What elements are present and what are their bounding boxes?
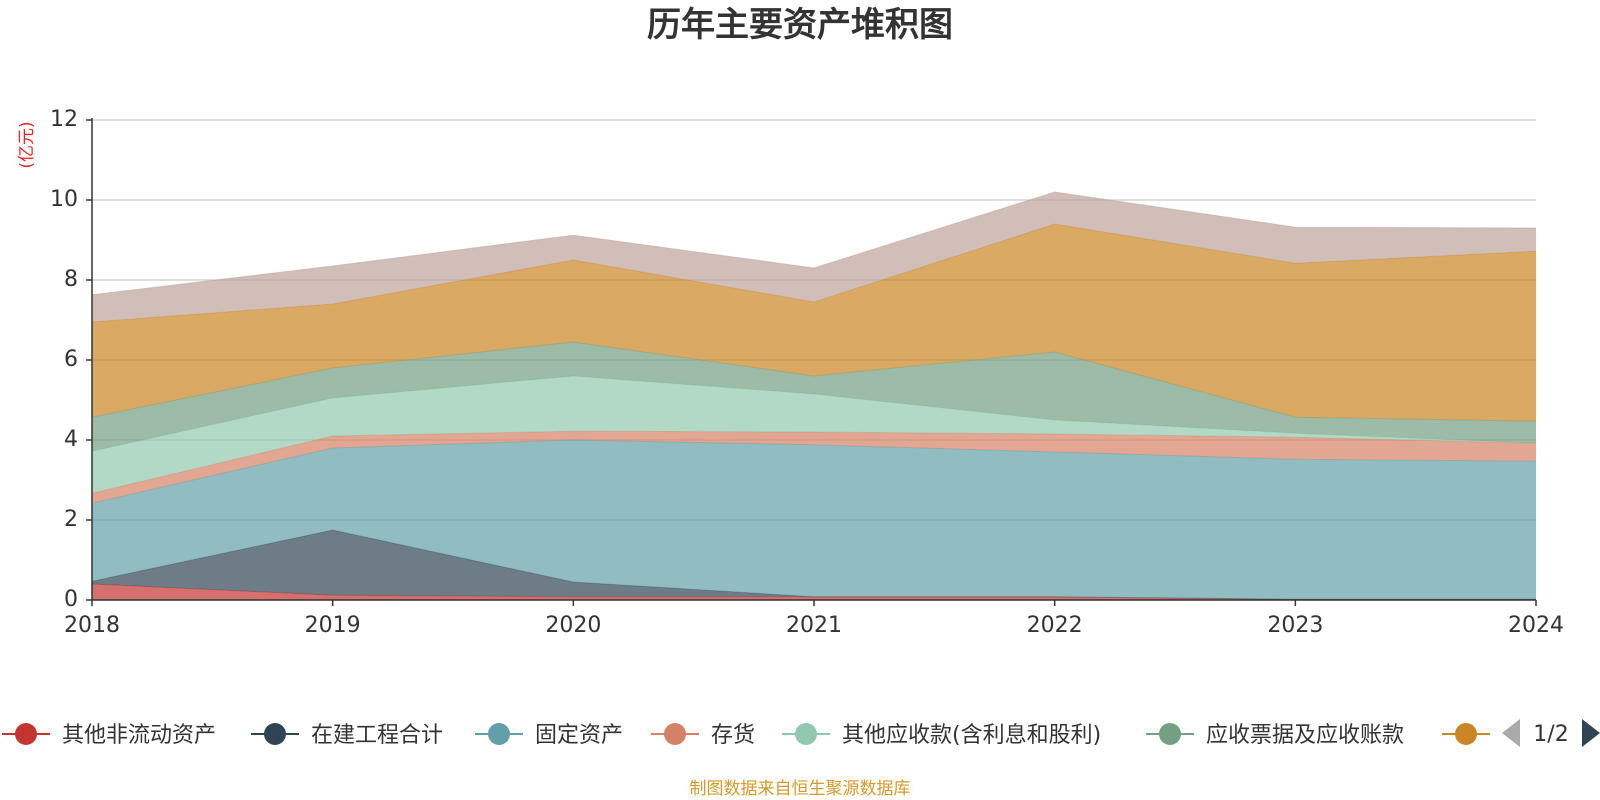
legend-circle-icon xyxy=(264,723,286,745)
legend-label: 应收票据及应收账款 xyxy=(1206,723,1404,748)
legend-circle-icon xyxy=(795,723,817,745)
x-tick-label: 2020 xyxy=(545,613,601,638)
y-tick-label: 10 xyxy=(50,187,78,212)
legend-item[interactable]: 应收票据及应收账款 xyxy=(1146,723,1404,748)
y-tick-label: 2 xyxy=(64,507,78,532)
area-series-5 xyxy=(92,376,1536,494)
area-series-8 xyxy=(92,192,1536,322)
legend-circle-icon xyxy=(664,723,686,745)
y-tick-label: 4 xyxy=(64,427,78,452)
y-tick-label: 12 xyxy=(50,107,78,132)
y-tick-label: 0 xyxy=(64,587,78,612)
legend-item[interactable] xyxy=(1442,723,1490,745)
axes: 0 2 4 6 8 10 12 2018 2019 2020 2021 2022 2023 2024 xyxy=(50,107,1564,638)
legend-next-page-icon[interactable] xyxy=(1582,719,1600,747)
legend-prev-page-icon[interactable] xyxy=(1502,719,1520,747)
x-tick-label: 2019 xyxy=(305,613,361,638)
area-series xyxy=(91,191,1537,600)
x-tick-label: 2018 xyxy=(64,613,120,638)
x-tick-label: 2021 xyxy=(786,613,842,638)
y-axis-unit-label: (亿元) xyxy=(17,121,37,168)
area-series-3 xyxy=(92,440,1536,600)
legend-circle-icon xyxy=(488,723,510,745)
legend-item[interactable]: 其他非流动资产 xyxy=(2,723,216,748)
data-source-note: 制图数据来自恒生聚源数据库 xyxy=(690,779,911,799)
area-series-2 xyxy=(92,530,1536,600)
x-tick-label: 2024 xyxy=(1508,613,1564,638)
legend-label: 在建工程合计 xyxy=(311,723,443,748)
chart-title: 历年主要资产堆积图 xyxy=(647,5,953,45)
legend-label: 存货 xyxy=(711,723,755,748)
legend-item[interactable]: 在建工程合计 xyxy=(251,723,443,748)
area-series-6 xyxy=(92,342,1536,452)
legend-label: 其他非流动资产 xyxy=(62,723,216,748)
x-tick-label: 2022 xyxy=(1027,613,1083,638)
x-tick-label: 2023 xyxy=(1267,613,1323,638)
legend-circle-icon xyxy=(1159,723,1181,745)
legend-label: 其他应收款(含利息和股利) xyxy=(842,723,1101,748)
legend-label: 固定资产 xyxy=(535,723,623,748)
area-series-7 xyxy=(92,224,1536,422)
legend-page-indicator: 1/2 xyxy=(1533,722,1568,747)
series-line-8 xyxy=(91,191,1537,296)
legend-item[interactable]: 固定资产 xyxy=(475,723,623,748)
legend: 1/2 其他非流动资产 在建工程合计 固定资产 存货 其他应收款(含利息和股利) 应收票据… xyxy=(2,719,1600,748)
legend-item[interactable]: 存货 xyxy=(651,723,755,748)
legend-item[interactable]: 其他应收款(含利息和股利) xyxy=(782,723,1101,748)
area-series-4 xyxy=(92,431,1536,504)
y-tick-label: 8 xyxy=(64,267,78,292)
legend-circle-icon xyxy=(1455,723,1477,745)
y-tick-label: 6 xyxy=(64,347,78,372)
legend-circle-icon xyxy=(15,723,37,745)
